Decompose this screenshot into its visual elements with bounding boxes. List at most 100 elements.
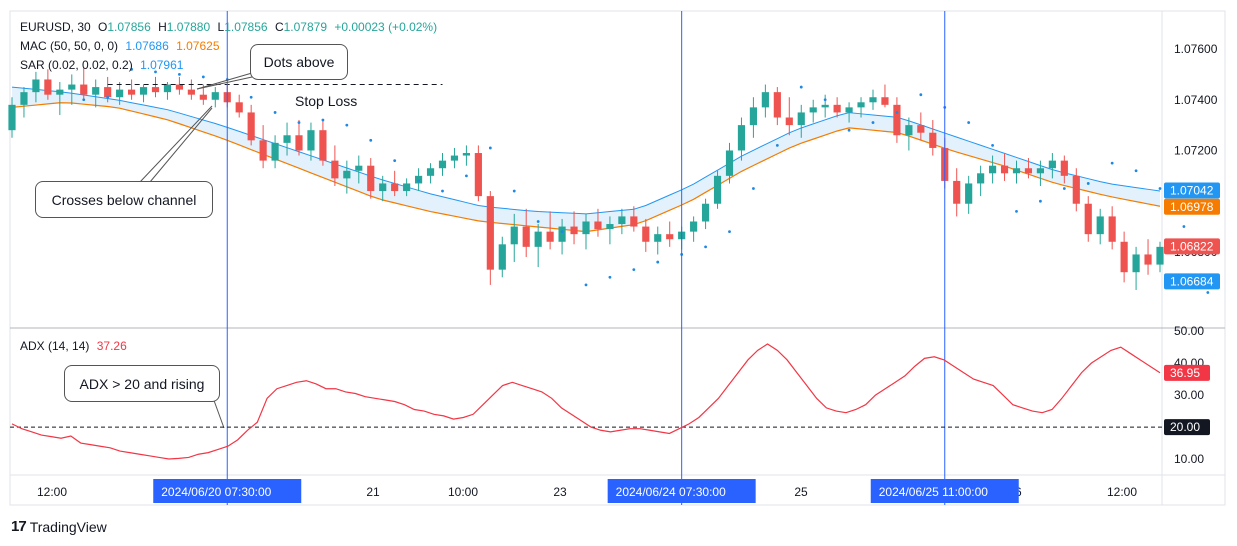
crosses-below-callout: Crosses below channel: [35, 181, 213, 218]
sar-dot: [369, 138, 373, 142]
mac-lower-value: 1.07625: [176, 39, 220, 53]
price-badge-label: 1.07042: [1170, 184, 1214, 198]
candle-body: [1060, 160, 1068, 176]
candle-body: [92, 87, 100, 95]
sar-dot: [465, 174, 468, 178]
candle-body: [295, 135, 303, 151]
legend-change: +0.00023 (+0.02%): [334, 20, 438, 34]
candle-body: [1036, 168, 1045, 174]
candle-body: [498, 244, 506, 270]
time-tick-label: 12:00: [37, 485, 67, 499]
candle-body: [139, 87, 148, 95]
candle-body: [307, 130, 315, 151]
price-badge-label: 1.06822: [1170, 239, 1214, 253]
sar-dot: [584, 283, 588, 287]
candle-body: [367, 165, 375, 192]
candle-body: [1096, 216, 1104, 235]
candle-body: [426, 168, 435, 176]
candle-body: [761, 92, 769, 108]
candle-body: [283, 135, 291, 143]
candle-body: [187, 89, 195, 95]
sar-dot: [632, 268, 636, 272]
candle-body: [355, 165, 363, 171]
sar-dot: [752, 187, 755, 190]
chart-frame: [9, 10, 1226, 506]
candle-body: [546, 231, 554, 242]
candle-body: [570, 226, 578, 235]
candle-body: [881, 97, 889, 105]
tradingview-logo-icon: 17: [11, 518, 27, 535]
candle-body: [32, 79, 40, 93]
crosses-callout-pointer: [149, 107, 213, 183]
price-badge: [1164, 198, 1220, 215]
candle-body: [211, 92, 219, 100]
candle-body: [869, 97, 877, 103]
candle-body: [534, 231, 542, 247]
time-tick-label: 25: [794, 485, 808, 499]
sar-dot: [273, 111, 277, 114]
candle-body: [271, 142, 279, 161]
adx-line: [11, 343, 1161, 460]
candle-body: [594, 221, 602, 230]
candle-body: [630, 216, 638, 227]
candle-body: [44, 79, 52, 95]
adx-threshold-badge-label: 20.00: [1170, 420, 1200, 434]
sar-dot: [775, 144, 779, 147]
candle-body: [68, 84, 76, 90]
candle-body: [833, 104, 841, 113]
sar-dot: [1182, 225, 1186, 228]
candle-body: [618, 216, 626, 225]
sar-dot: [393, 159, 397, 163]
candle-body: [8, 104, 16, 131]
adx-label: ADX (14, 14): [20, 339, 90, 353]
candle-body: [737, 125, 746, 151]
candle-body: [558, 226, 566, 242]
mac-upper-value: 1.07686: [125, 39, 169, 53]
candle-body: [486, 196, 494, 270]
candle-body: [666, 234, 674, 240]
sar-dot: [130, 67, 133, 71]
adx-last-badge: [1164, 364, 1210, 381]
dots-above-callout: Dots above: [250, 44, 348, 80]
mac-legend: MAC (50, 50, 0, 0) 1.07686 1.07625: [20, 39, 224, 53]
sar-dot: [512, 189, 516, 193]
candle-body: [331, 160, 339, 179]
date-badge: [153, 479, 302, 503]
candle-body: [20, 92, 28, 105]
candle-body: [905, 125, 913, 136]
sar-dot: [178, 73, 181, 76]
candle-body: [522, 226, 530, 247]
candle-body: [809, 107, 817, 113]
sar-dot: [249, 95, 253, 99]
dots-callout-pointer: [196, 76, 253, 90]
date-badge-label: 2024/06/20 07:30:00: [161, 485, 271, 499]
sar-dot: [1039, 199, 1042, 203]
sar-dot: [488, 146, 492, 150]
candle-body: [319, 130, 327, 161]
candle-body: [127, 89, 136, 95]
candle-body: [1072, 175, 1080, 204]
candle-body: [1024, 168, 1033, 174]
sar-value: 1.07961: [140, 58, 184, 72]
time-tick-label: 12:00: [1107, 485, 1137, 499]
candle-body: [163, 84, 172, 93]
candle-body: [1000, 165, 1009, 174]
adx-legend: ADX (14, 14) 37.26: [20, 339, 131, 353]
legend-symbol: EURUSD, 30: [20, 20, 91, 34]
sar-dot: [201, 75, 205, 79]
sar-dot: [560, 230, 564, 234]
candle-body: [701, 203, 710, 222]
candle-body: [1120, 241, 1128, 273]
price-badge-label: 1.06684: [1170, 274, 1214, 288]
price-legend: EURUSD, 30 O1.07856 H1.07880 L1.07856 C1…: [20, 20, 445, 34]
mac-label: MAC (50, 50, 0, 0): [20, 39, 119, 53]
adx-tick-label: 30.00: [1174, 388, 1204, 402]
sar-dot: [919, 93, 923, 97]
candle-body: [56, 89, 64, 95]
candle-body: [343, 170, 351, 179]
candle-body: [403, 183, 411, 192]
adx-tick-label: 50.00: [1174, 324, 1204, 338]
sar-dot: [799, 85, 803, 89]
sar-dot: [704, 245, 707, 249]
candle-body: [175, 84, 184, 90]
